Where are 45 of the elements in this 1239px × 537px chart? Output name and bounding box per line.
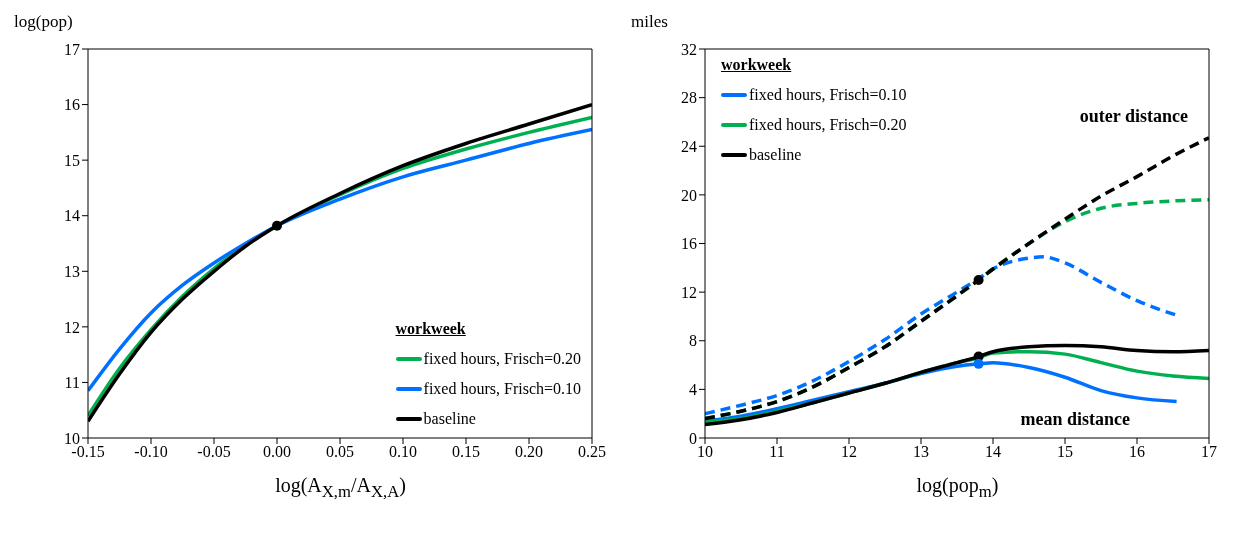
x-tick-label: 0.05 bbox=[326, 443, 354, 461]
legend-label: baseline bbox=[749, 146, 802, 164]
x-tick-label: 0.00 bbox=[263, 443, 291, 461]
y-axis-title: miles bbox=[631, 12, 668, 32]
y-tick-label: 14 bbox=[64, 207, 80, 225]
x-tick-label: 14 bbox=[985, 443, 1001, 461]
y-tick-label: 32 bbox=[681, 40, 697, 58]
y-tick-label: 16 bbox=[681, 235, 697, 253]
y-tick-label: 28 bbox=[681, 89, 697, 107]
x-tick-label: 0.15 bbox=[452, 443, 480, 461]
x-tick-label: 17 bbox=[1201, 443, 1217, 461]
annotation: outer distance bbox=[1079, 106, 1188, 127]
y-tick-label: 17 bbox=[64, 40, 80, 58]
y-axis-title: log(pop) bbox=[14, 12, 73, 32]
x-axis-title: log(pop$_{m}$) bbox=[915, 474, 1000, 502]
y-tick-label: 12 bbox=[681, 283, 697, 301]
x-tick-label: -0.10 bbox=[134, 443, 168, 461]
y-tick-label: 13 bbox=[64, 262, 80, 280]
y-tick-label: 24 bbox=[681, 137, 697, 155]
legend-label: fixed hours, Frisch=0.20 bbox=[749, 116, 907, 134]
legend-label: fixed hours, Frisch=0.10 bbox=[423, 380, 581, 398]
x-axis-title: log(A$_{X,m}$/A$_{X,A}$) bbox=[274, 474, 407, 502]
y-tick-label: 8 bbox=[689, 332, 697, 350]
y-tick-label: 0 bbox=[689, 429, 697, 447]
y-tick-label: 20 bbox=[681, 186, 697, 204]
legend-title: workweek bbox=[721, 56, 793, 74]
y-tick-label: 4 bbox=[689, 381, 697, 399]
x-tick-label: 15 bbox=[1057, 443, 1073, 461]
y-tick-label: 11 bbox=[64, 374, 80, 392]
x-tick-label: -0.05 bbox=[197, 443, 231, 461]
x-tick-label: 0.10 bbox=[389, 443, 417, 461]
x-tick-label: 13 bbox=[913, 443, 929, 461]
y-tick-label: 12 bbox=[64, 318, 80, 336]
legend-title: workweek bbox=[395, 320, 467, 338]
x-tick-label: 12 bbox=[841, 443, 857, 461]
annotation: mean distance bbox=[1020, 409, 1130, 430]
y-tick-label: 15 bbox=[64, 151, 80, 169]
x-tick-label: 16 bbox=[1129, 443, 1145, 461]
x-tick-label: 0.25 bbox=[578, 443, 606, 461]
legend-label: fixed hours, Frisch=0.10 bbox=[749, 86, 907, 104]
x-tick-label: 0.20 bbox=[515, 443, 543, 461]
y-tick-label: 16 bbox=[64, 96, 80, 114]
x-tick-label: 11 bbox=[769, 443, 785, 461]
legend-label: baseline bbox=[423, 410, 476, 428]
legend-label: fixed hours, Frisch=0.20 bbox=[423, 350, 581, 368]
